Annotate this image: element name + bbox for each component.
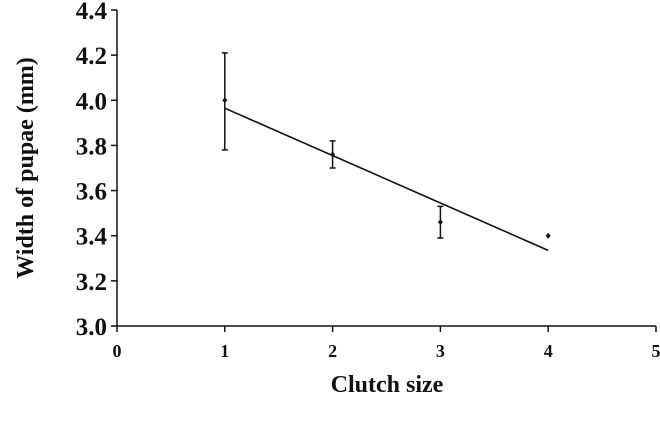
axes [116, 10, 656, 327]
y-tick-label: 4.2 [76, 43, 107, 70]
x-tick-label: 3 [436, 341, 445, 361]
trendline [224, 107, 549, 252]
y-tick-label: 3.6 [76, 179, 107, 206]
y-tick-label: 4.4 [76, 0, 108, 25]
y-tick-label: 3.2 [76, 269, 107, 296]
x-tick-label: 5 [652, 341, 660, 361]
y-tick-label: 3.4 [76, 224, 108, 251]
y-axis-title: Width of pupae (mm) [13, 57, 39, 279]
data-point [545, 232, 551, 239]
data-point [222, 97, 228, 104]
data-marks [221, 52, 551, 252]
data-point [330, 151, 336, 158]
x-tick-label: 2 [328, 341, 337, 361]
x-tick-label: 1 [220, 341, 229, 361]
y-tick-label: 3.8 [76, 133, 107, 160]
y-tick-label: 3.0 [76, 314, 107, 341]
x-tick-label: 0 [113, 341, 122, 361]
y-tick-label: 4.0 [76, 88, 107, 115]
x-axis-title: Clutch size [331, 372, 444, 398]
ticks: 3.0 3.2 3.4 3.6 3.8 4.0 4.2 4.4 0 1 2 3 4 5 [76, 0, 660, 361]
data-point [437, 219, 443, 226]
x-tick-label: 4 [544, 341, 553, 361]
